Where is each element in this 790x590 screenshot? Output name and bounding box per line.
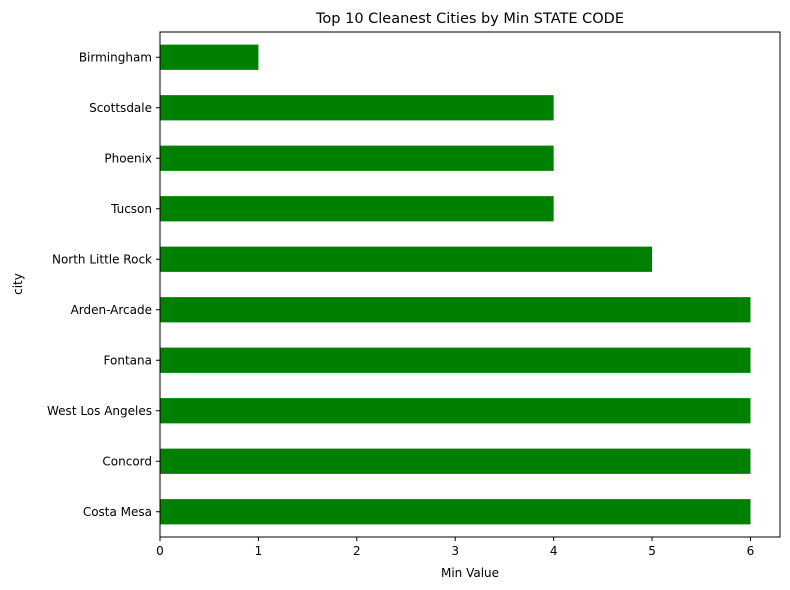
y-axis-ticks: Birmingham Scottsdale Phoenix Tucson North L…: [47, 50, 160, 519]
bar-north-little-rock: [160, 246, 653, 272]
x-axis-ticks: 0 1 2 3 4 5 6: [156, 537, 754, 558]
y-axis-label: city: [11, 273, 25, 295]
bar-concord: [160, 448, 751, 474]
bar-birmingham: [160, 44, 259, 70]
x-tick-label: 2: [353, 544, 361, 558]
bars-group: [160, 44, 751, 525]
y-tick-label: Birmingham: [79, 50, 152, 64]
y-tick-label: West Los Angeles: [47, 404, 152, 418]
bar-scottsdale: [160, 95, 554, 121]
bar-costa-mesa: [160, 499, 751, 525]
y-tick-label: Concord: [102, 454, 152, 468]
y-tick-label: Scottsdale: [89, 101, 152, 115]
x-tick-label: 6: [747, 544, 755, 558]
y-tick-label: Phoenix: [104, 151, 152, 165]
bar-phoenix: [160, 145, 554, 171]
y-tick-label: Arden-Arcade: [71, 303, 152, 317]
plot-frame: [159, 31, 781, 538]
y-tick-label: Costa Mesa: [83, 505, 152, 519]
chart-title: Top 10 Cleanest Cities by Min STATE CODE: [315, 11, 624, 27]
y-tick-label: Fontana: [104, 353, 152, 367]
bar-tucson: [160, 196, 554, 222]
bar-arden-arcade: [160, 297, 751, 323]
x-tick-label: 0: [156, 544, 164, 558]
y-tick-label: Tucson: [110, 202, 152, 216]
x-tick-label: 4: [550, 544, 558, 558]
x-tick-label: 3: [451, 544, 459, 558]
bar-fontana: [160, 347, 751, 373]
y-tick-label: North Little Rock: [52, 252, 152, 266]
x-tick-label: 5: [648, 544, 656, 558]
bar-west-los-angeles: [160, 398, 751, 424]
x-axis-label: Min Value: [441, 566, 499, 580]
x-tick-label: 1: [255, 544, 263, 558]
